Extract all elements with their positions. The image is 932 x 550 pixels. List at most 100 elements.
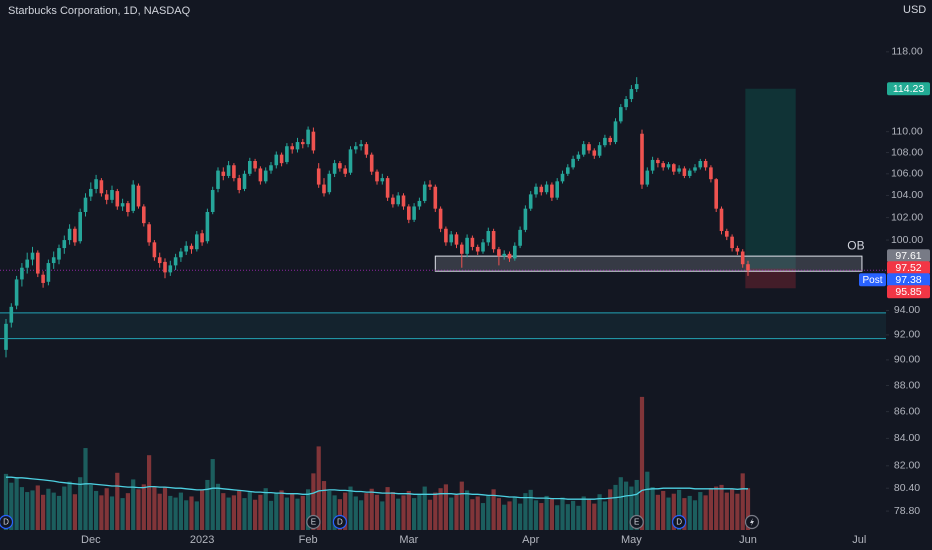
candle-body xyxy=(322,184,326,194)
volume-bar xyxy=(157,493,162,530)
candle-body xyxy=(571,158,575,168)
volume-bar xyxy=(279,490,284,530)
volume-bar xyxy=(475,496,480,530)
volume-bar xyxy=(502,504,507,530)
volume-bar xyxy=(152,486,157,530)
volume-bar xyxy=(459,481,464,530)
price-label-box xyxy=(887,261,930,275)
candle-body xyxy=(666,164,671,168)
candle-body xyxy=(348,149,353,173)
volume-bar xyxy=(470,499,475,530)
candle-body xyxy=(597,145,602,156)
volume-bar xyxy=(99,495,104,530)
x-tick-label: Jul xyxy=(852,534,866,546)
volume-bar xyxy=(634,479,639,530)
candle-body xyxy=(375,171,379,182)
volume-bar xyxy=(168,495,173,530)
price-label: 97.38 xyxy=(895,274,921,286)
volume-bar xyxy=(41,494,46,530)
volume-bar xyxy=(602,501,607,530)
volume-bar xyxy=(629,486,634,530)
event-label: D xyxy=(676,518,682,527)
event-marker xyxy=(0,514,14,530)
volume-bar xyxy=(380,501,385,530)
y-tick-label: 78.80 xyxy=(894,505,920,517)
volume-bar xyxy=(300,495,305,530)
candle-body xyxy=(481,242,485,252)
volume-bar xyxy=(348,486,353,530)
icon-bolt xyxy=(750,518,754,526)
y-tick-label: 102.00 xyxy=(891,211,923,223)
volume-bar xyxy=(141,484,146,530)
volume-bar xyxy=(412,498,417,530)
volume-bar xyxy=(321,481,327,530)
volume-bar xyxy=(454,494,459,530)
candle-body xyxy=(221,171,226,176)
volume-bar xyxy=(401,495,406,530)
volume-bar xyxy=(94,490,99,530)
volume-bar xyxy=(364,493,369,530)
volume-bar xyxy=(555,505,560,530)
candle-body xyxy=(507,253,512,259)
x-tick-label: Feb xyxy=(299,534,318,546)
volume-bar xyxy=(671,493,676,530)
candle-body xyxy=(136,185,141,207)
candle-body xyxy=(401,195,406,207)
volume-bar xyxy=(78,477,83,530)
candle-body xyxy=(9,306,14,323)
candle-body xyxy=(359,144,363,147)
candle-body xyxy=(491,231,496,250)
volume-bar xyxy=(120,498,125,530)
candle-body xyxy=(603,137,607,146)
volume-bar xyxy=(507,501,512,530)
candle-body xyxy=(120,203,125,207)
volume-bar xyxy=(67,481,72,530)
candle-body xyxy=(592,150,597,156)
volume-bar xyxy=(496,498,501,530)
candle-body xyxy=(746,264,750,271)
candle-body xyxy=(131,184,135,211)
candle-body xyxy=(327,173,332,193)
candle-body xyxy=(67,228,72,241)
candle-body xyxy=(709,167,713,180)
candle-body xyxy=(412,206,416,220)
candle-body xyxy=(518,229,522,246)
y-tick-label: 108.00 xyxy=(891,146,923,158)
y-tick-label: 92.00 xyxy=(894,329,920,341)
candle-body xyxy=(687,170,692,176)
volume-bar xyxy=(639,396,645,530)
volume-bar xyxy=(523,493,528,530)
ob-label: OB xyxy=(847,238,864,252)
position-loss xyxy=(745,268,796,289)
price-label-box xyxy=(887,82,930,96)
candle-body xyxy=(672,164,676,172)
candle-body xyxy=(248,160,252,174)
volume-bar xyxy=(184,500,189,530)
volume-bar xyxy=(724,492,729,530)
volume-bar xyxy=(35,485,40,530)
volume-bar xyxy=(443,484,448,530)
position-profit xyxy=(745,88,796,269)
volume-bar xyxy=(374,494,380,530)
candle-body xyxy=(200,233,204,243)
volume-bar xyxy=(109,496,115,530)
candle-body xyxy=(316,168,321,185)
candle-body xyxy=(523,208,528,230)
candle-body xyxy=(46,263,51,282)
candle-body xyxy=(735,248,740,252)
price-tag-box xyxy=(859,273,886,287)
volume-bar xyxy=(677,489,682,530)
candle-body xyxy=(253,160,257,169)
candle-body xyxy=(640,133,644,185)
volume-bar xyxy=(242,498,247,530)
candle-body xyxy=(650,159,655,171)
volume-bar xyxy=(359,500,364,530)
candle-body xyxy=(295,142,300,150)
candle-body xyxy=(14,279,19,306)
volume-bar xyxy=(544,495,549,530)
x-tick-label: May xyxy=(621,534,642,546)
price-label-box xyxy=(887,249,930,263)
candle-body xyxy=(258,168,263,182)
candle-body xyxy=(216,170,220,189)
candle-body xyxy=(428,184,432,187)
